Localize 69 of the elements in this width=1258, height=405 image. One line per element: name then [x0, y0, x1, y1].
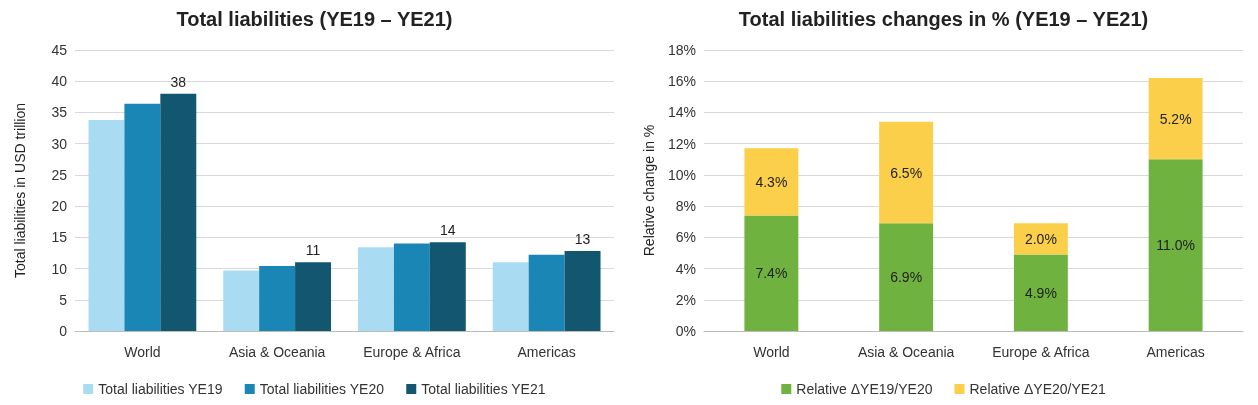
y-tick-label: 15 [51, 229, 68, 246]
bar [528, 254, 565, 331]
data-label: 2.0% [1024, 230, 1057, 247]
y-axis-title: Relative change in % [641, 124, 657, 257]
bar [357, 247, 394, 331]
x-tick-label: Asia & Oceania [857, 344, 955, 360]
y-tick-label: 10 [51, 260, 68, 277]
x-tick-label: World [753, 344, 790, 360]
chart-title: Total liabilities changes in % (YE19 – YE21) [738, 8, 1149, 30]
bar [744, 215, 799, 331]
y-tick-label: 10% [667, 166, 696, 183]
y-tick-label: 6% [675, 229, 696, 246]
y-axis-title: Total liabilities in USD trillion [12, 102, 28, 279]
legend-label: Relative ΔYE19/YE20 [796, 381, 933, 397]
y-tick-label: 40 [51, 73, 68, 90]
x-tick-label: World [124, 344, 161, 360]
bar [1013, 223, 1068, 255]
legend-label: Total liabilities YE21 [421, 381, 546, 397]
bar [124, 103, 161, 331]
y-tick-label: 8% [675, 198, 696, 215]
bar [879, 223, 934, 331]
bar [1013, 254, 1068, 331]
data-label: 4.9% [1024, 284, 1057, 301]
bar [223, 270, 260, 331]
y-tick-label: 5 [59, 291, 68, 308]
bar [429, 242, 466, 331]
x-tick-label: Europe & Africa [363, 344, 461, 360]
x-tick-label: Asia & Oceania [228, 344, 326, 360]
y-tick-label: 14% [667, 104, 696, 121]
bar [879, 121, 934, 224]
legend-label: Total liabilities YE19 [98, 381, 223, 397]
legend-label: Relative ΔYE20/YE21 [969, 381, 1106, 397]
data-label: 6.5% [890, 164, 923, 181]
data-label: 6.9% [890, 269, 923, 286]
chart-title: Total liabilities (YE19 – YE21) [176, 8, 453, 30]
y-tick-label: 2% [675, 291, 696, 308]
data-label: 7.4% [755, 265, 788, 282]
y-tick-label: 18% [667, 42, 696, 58]
bar [564, 251, 601, 331]
bar [295, 262, 332, 331]
legend-label: Total liabilities YE20 [259, 381, 385, 397]
y-tick-label: 16% [667, 73, 696, 90]
bar [1148, 159, 1203, 331]
bar [492, 262, 529, 331]
bar [88, 119, 125, 331]
bar [259, 266, 296, 331]
x-tick-label: Europe & Africa [992, 344, 1090, 360]
data-label: 11 [305, 242, 321, 259]
data-label: 14 [440, 222, 456, 239]
data-label: 13 [574, 231, 591, 248]
data-label: 4.3% [755, 173, 788, 190]
x-tick-label: Americas [517, 344, 576, 360]
x-tick-label: Americas [1146, 344, 1205, 360]
y-tick-label: 0 [59, 323, 68, 339]
y-tick-label: 12% [667, 135, 696, 152]
y-tick-label: 30 [51, 135, 68, 152]
y-tick-label: 45 [51, 42, 68, 58]
bar [744, 148, 799, 216]
y-tick-label: 4% [675, 260, 696, 277]
bar [393, 243, 430, 331]
data-label: 11.0% [1156, 237, 1195, 254]
data-label: 38 [170, 73, 187, 90]
y-tick-label: 0% [675, 323, 696, 339]
y-tick-label: 25 [51, 166, 68, 183]
data-label: 5.2% [1159, 110, 1192, 127]
bar [160, 93, 197, 331]
y-tick-label: 20 [51, 198, 68, 215]
y-tick-label: 35 [51, 104, 68, 121]
bar [1148, 78, 1203, 160]
